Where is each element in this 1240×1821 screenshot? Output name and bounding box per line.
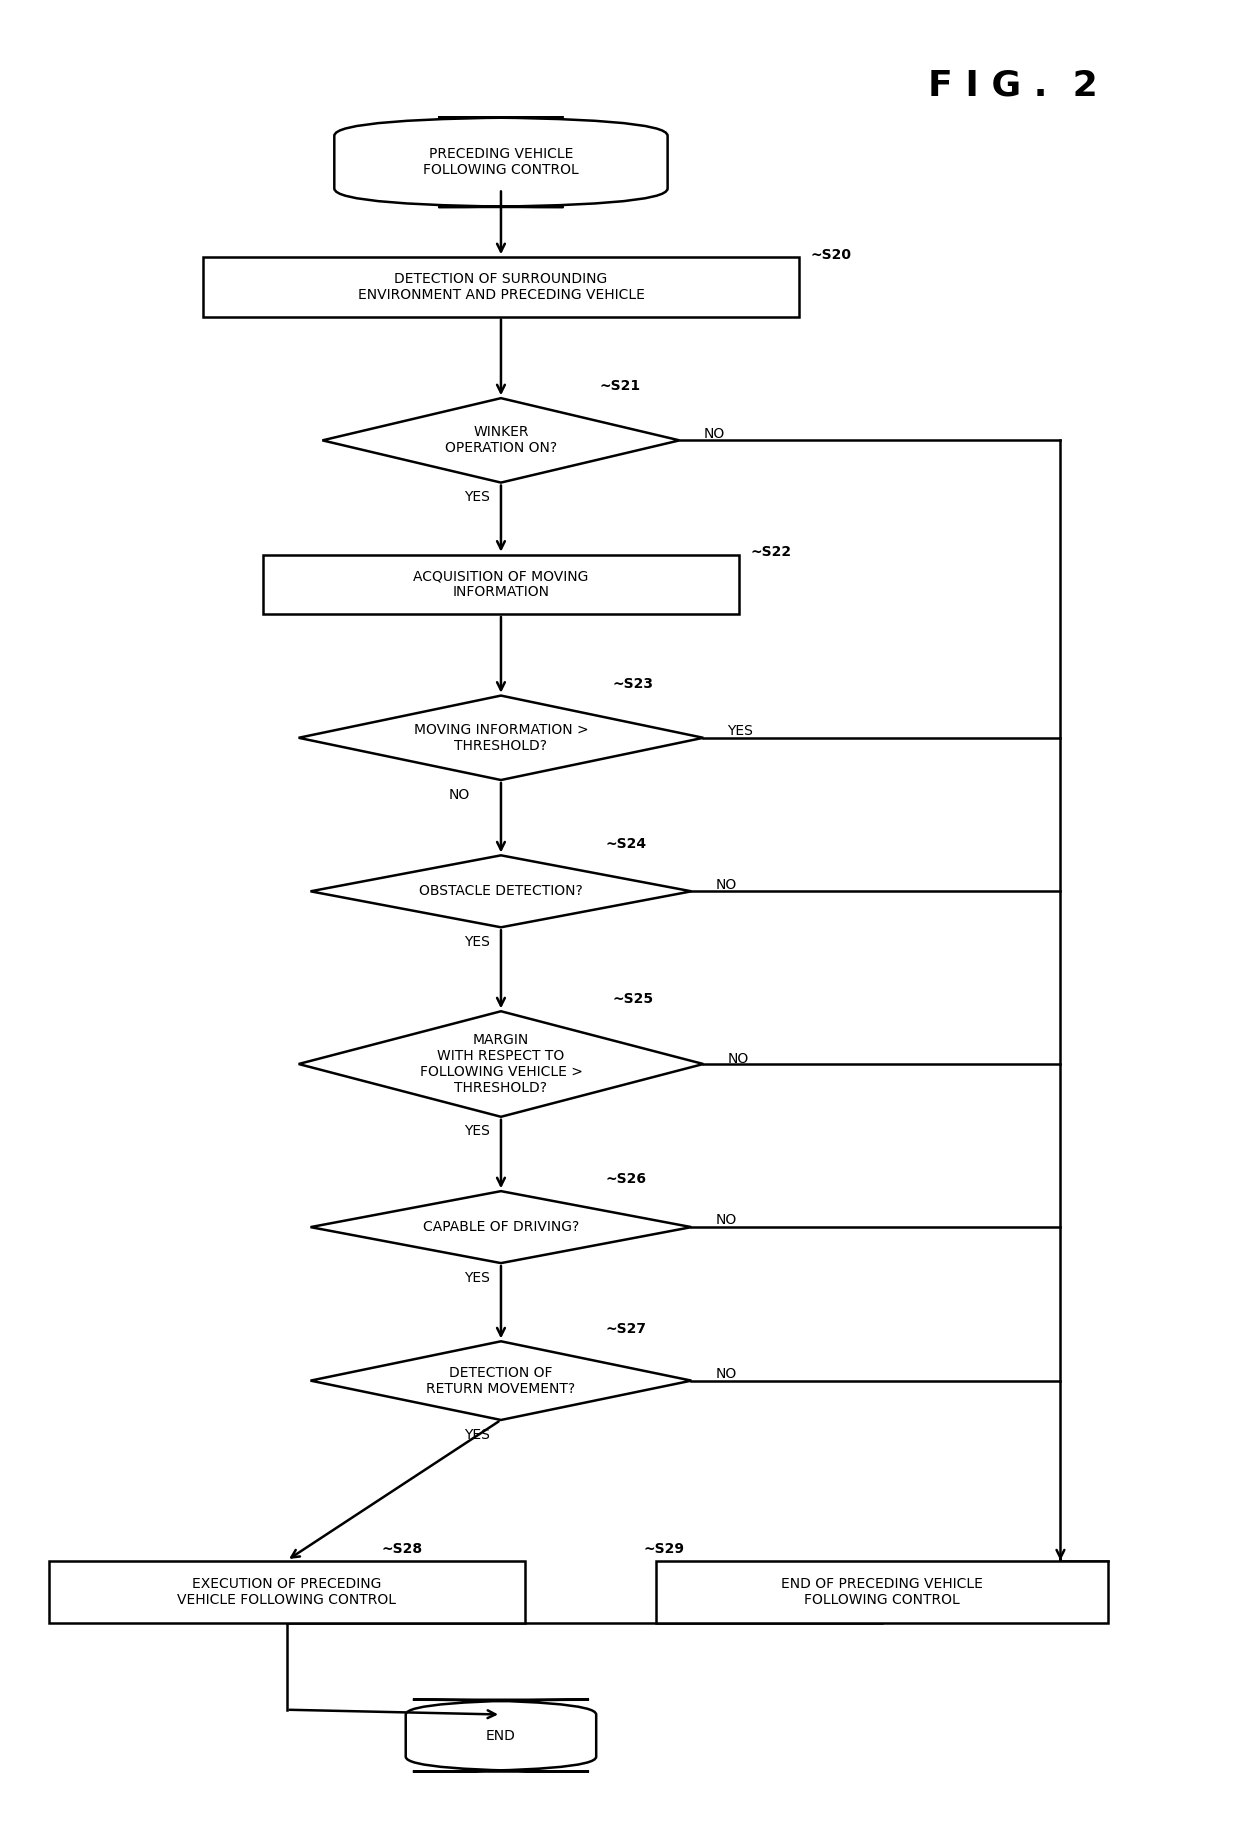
Text: WINKER
OPERATION ON?: WINKER OPERATION ON? bbox=[445, 426, 557, 455]
Text: ~S24: ~S24 bbox=[605, 836, 647, 850]
Text: ~S25: ~S25 bbox=[613, 992, 653, 1007]
Text: ~S29: ~S29 bbox=[644, 1542, 684, 1555]
Text: END OF PRECEDING VEHICLE
FOLLOWING CONTROL: END OF PRECEDING VEHICLE FOLLOWING CONTR… bbox=[781, 1577, 983, 1606]
Text: NO: NO bbox=[715, 878, 737, 892]
Text: ~S26: ~S26 bbox=[605, 1173, 647, 1185]
Text: NO: NO bbox=[715, 1368, 737, 1380]
Text: END: END bbox=[486, 1728, 516, 1743]
Bar bbox=[656, 1561, 1109, 1623]
Text: MOVING INFORMATION >
THRESHOLD?: MOVING INFORMATION > THRESHOLD? bbox=[414, 723, 588, 752]
Text: ~S23: ~S23 bbox=[613, 677, 653, 690]
Bar bbox=[203, 257, 799, 317]
Text: DETECTION OF
RETURN MOVEMENT?: DETECTION OF RETURN MOVEMENT? bbox=[427, 1366, 575, 1395]
Text: ~S28: ~S28 bbox=[382, 1542, 423, 1555]
Text: YES: YES bbox=[464, 490, 490, 504]
Text: YES: YES bbox=[727, 725, 753, 738]
FancyBboxPatch shape bbox=[405, 1699, 596, 1772]
Polygon shape bbox=[299, 1011, 703, 1116]
Text: OBSTACLE DETECTION?: OBSTACLE DETECTION? bbox=[419, 885, 583, 898]
Text: NO: NO bbox=[449, 788, 470, 801]
Text: ~S27: ~S27 bbox=[605, 1322, 647, 1337]
Text: PRECEDING VEHICLE
FOLLOWING CONTROL: PRECEDING VEHICLE FOLLOWING CONTROL bbox=[423, 148, 579, 177]
Polygon shape bbox=[299, 696, 703, 779]
Text: ~S21: ~S21 bbox=[599, 379, 640, 393]
Polygon shape bbox=[310, 1191, 692, 1264]
Polygon shape bbox=[310, 856, 692, 927]
Text: MARGIN
WITH RESPECT TO
FOLLOWING VEHICLE >
THRESHOLD?: MARGIN WITH RESPECT TO FOLLOWING VEHICLE… bbox=[419, 1033, 583, 1094]
Text: YES: YES bbox=[464, 1271, 490, 1286]
Text: F I G .  2: F I G . 2 bbox=[928, 69, 1097, 102]
FancyBboxPatch shape bbox=[335, 117, 667, 208]
Text: DETECTION OF SURROUNDING
ENVIRONMENT AND PRECEDING VEHICLE: DETECTION OF SURROUNDING ENVIRONMENT AND… bbox=[357, 271, 645, 302]
Bar bbox=[48, 1561, 525, 1623]
Text: EXECUTION OF PRECEDING
VEHICLE FOLLOWING CONTROL: EXECUTION OF PRECEDING VEHICLE FOLLOWING… bbox=[177, 1577, 397, 1606]
Text: ACQUISITION OF MOVING
INFORMATION: ACQUISITION OF MOVING INFORMATION bbox=[413, 570, 589, 599]
Text: NO: NO bbox=[727, 1053, 749, 1067]
Text: ~S22: ~S22 bbox=[751, 544, 792, 559]
Text: ~S20: ~S20 bbox=[811, 248, 852, 262]
Bar bbox=[263, 555, 739, 614]
Polygon shape bbox=[322, 399, 680, 483]
Text: NO: NO bbox=[715, 1213, 737, 1227]
Text: YES: YES bbox=[464, 1124, 490, 1138]
Text: CAPABLE OF DRIVING?: CAPABLE OF DRIVING? bbox=[423, 1220, 579, 1235]
Polygon shape bbox=[310, 1342, 692, 1420]
Text: YES: YES bbox=[464, 934, 490, 949]
Text: NO: NO bbox=[703, 426, 724, 441]
Text: YES: YES bbox=[464, 1428, 490, 1442]
